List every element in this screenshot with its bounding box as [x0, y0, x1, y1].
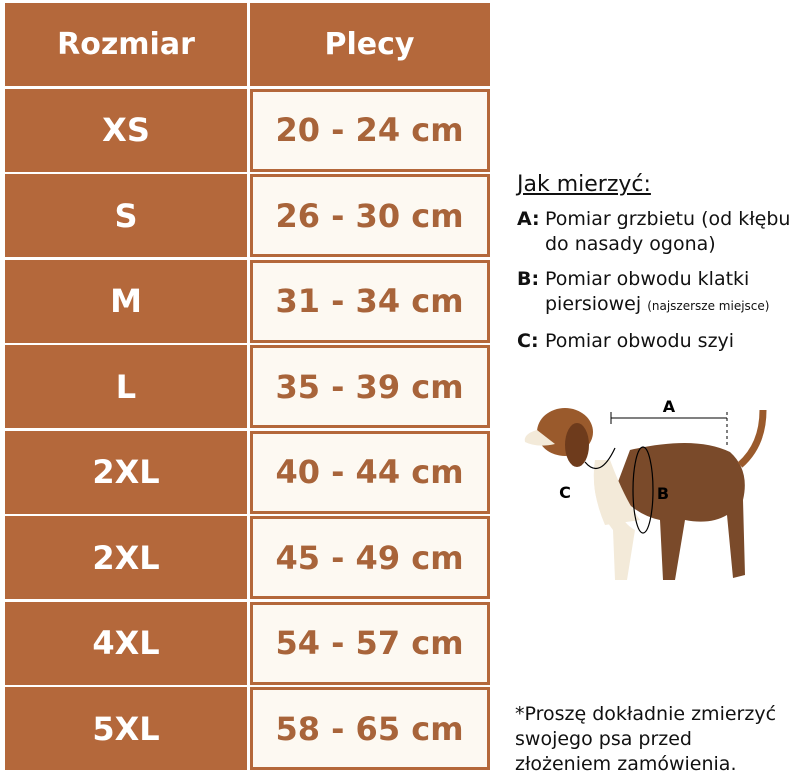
- guide-title: Jak mierzyć:: [517, 172, 651, 197]
- length-cell: 54 - 57 cm: [249, 601, 490, 685]
- length-cell: 31 - 34 cm: [249, 259, 490, 343]
- length-cell: 45 - 49 cm: [249, 516, 490, 599]
- item-note: (najszersze miejsce): [647, 299, 770, 313]
- item-label: C:: [517, 330, 539, 352]
- item-text: Pomiar obwodu szyi: [545, 329, 734, 354]
- header-cell: Rozmiar: [5, 3, 247, 86]
- size-cell: XS: [5, 88, 247, 172]
- length-cell: 40 - 44 cm: [249, 430, 490, 514]
- footnote-line: *Proszę dokładnie zmierzyć: [515, 703, 777, 725]
- size-table: Rozmiar Plecy XS 20 - 24 cm S 26 - 30 cm M 31 -…: [5, 3, 490, 770]
- header-cell: Plecy: [249, 3, 490, 86]
- length-cell: 20 - 24 cm: [249, 88, 490, 172]
- size-cell: 2XL: [5, 430, 247, 514]
- length-cell: 35 - 39 cm: [249, 345, 490, 428]
- guide-item: B: Pomiar obwodu klatki piersiowej (najsz…: [517, 267, 800, 319]
- footnote-line: swojego psa przed: [515, 728, 692, 750]
- footnote: *Proszę dokładnie zmierzyć swojego psa pr…: [515, 702, 776, 777]
- item-text: Pomiar grzbietu (od kłębu do nasady ogon…: [545, 207, 800, 257]
- length-cell: 58 - 65 cm: [249, 687, 490, 770]
- length-cell: 26 - 30 cm: [249, 174, 490, 257]
- item-text: Pomiar grzbietu (od kłębu do nasady ogon…: [545, 208, 791, 255]
- guide: Jak mierzyć: A: Pomiar grzbietu (od kłębu…: [517, 172, 800, 364]
- item-label: A:: [517, 208, 540, 230]
- size-cell: M: [5, 259, 247, 343]
- item-text: Pomiar obwodu klatki piersiowej (najszer…: [545, 267, 800, 319]
- size-cell: 5XL: [5, 687, 247, 770]
- footnote-line: złożeniem zamówienia.: [515, 753, 737, 775]
- size-cell: L: [5, 345, 247, 428]
- item-label: B:: [517, 268, 540, 290]
- guide-item: A: Pomiar grzbietu (od kłębu do nasady og…: [517, 207, 800, 257]
- diagram-label: C: [559, 483, 571, 502]
- diagram-label: B: [657, 484, 669, 503]
- item-text: Pomiar obwodu szyi: [545, 330, 735, 352]
- size-cell: 2XL: [5, 516, 247, 599]
- dog-diagram: A B C: [524, 397, 767, 580]
- guide-items: A: Pomiar grzbietu (od kłębu do nasady og…: [517, 207, 800, 354]
- size-cell: 4XL: [5, 601, 247, 685]
- diagram-label: A: [663, 397, 676, 416]
- guide-item: C: Pomiar obwodu szyi: [517, 329, 800, 354]
- size-cell: S: [5, 174, 247, 257]
- item-text: Pomiar obwodu klatki piersiowej: [545, 268, 750, 315]
